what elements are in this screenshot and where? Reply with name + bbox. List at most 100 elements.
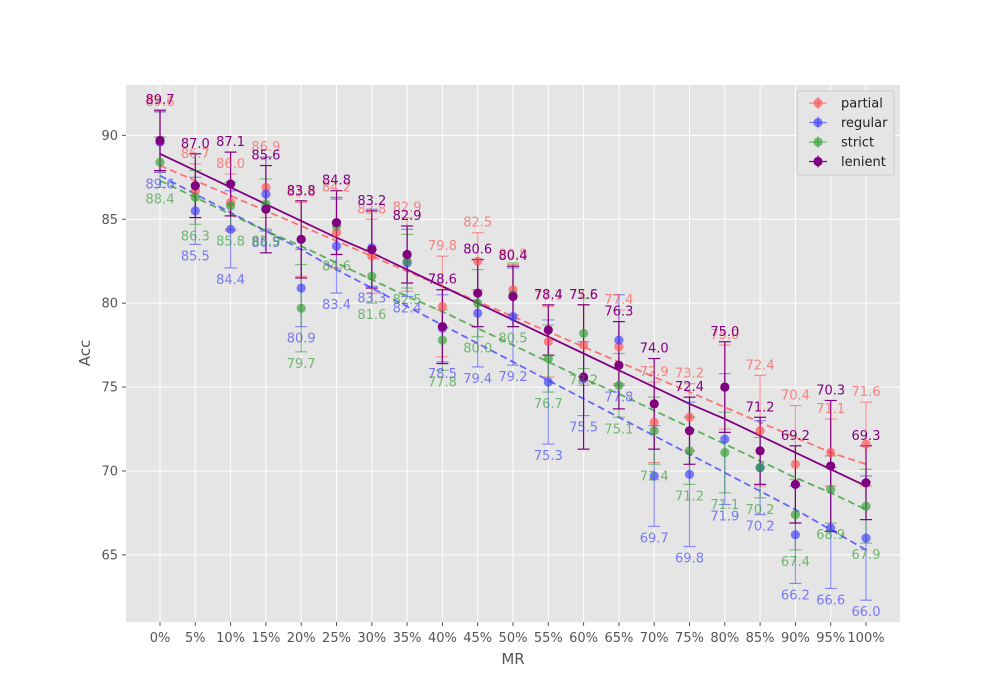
partial-data-label: 86.7 — [181, 147, 210, 162]
partial-point — [684, 412, 695, 422]
partial-point — [614, 342, 624, 352]
regular-point — [614, 335, 624, 345]
regular-data-label: 78.5 — [428, 367, 457, 382]
lenient-point — [296, 234, 306, 244]
x-tick-label: 55% — [534, 631, 563, 646]
regular-data-label: 75.5 — [569, 421, 598, 436]
lenient-data-label: 75.6 — [569, 288, 598, 303]
lenient-data-label: 72.4 — [675, 380, 704, 395]
partial-point — [649, 417, 659, 427]
lenient-point — [720, 382, 730, 392]
regular-point — [226, 224, 236, 234]
legend: partial regular strict lenient — [796, 90, 895, 176]
partial-data-label: 80.8 — [499, 248, 528, 263]
strict-point — [402, 256, 412, 266]
regular-legend-label: regular — [841, 116, 888, 131]
regular-legend-marker — [813, 117, 823, 128]
lenient-data-label: 82.9 — [393, 209, 422, 224]
partial-data-label: 83.8 — [287, 185, 316, 200]
regular-data-label: 84.4 — [216, 273, 245, 288]
partial-data-label: 82.5 — [463, 216, 492, 231]
strict-point — [437, 335, 447, 345]
strict-point — [790, 509, 801, 520]
strict-data-label: 77.8 — [428, 375, 457, 390]
strict-data-label: 67.9 — [852, 548, 881, 563]
x-tick-label: 0% — [150, 631, 171, 646]
y-axis-label: Acc — [76, 340, 94, 367]
regular-point — [296, 283, 306, 293]
lenient-data-label: 75.0 — [710, 325, 739, 340]
strict-data-label: 81.6 — [357, 308, 386, 323]
lenient-data-label: 70.3 — [816, 383, 845, 398]
strict-data-label: 71.2 — [675, 489, 704, 504]
regular-data-label: 75.3 — [534, 449, 563, 464]
strict-point — [720, 447, 730, 458]
lenient-data-label: 89.7 — [146, 93, 175, 108]
partial-point — [755, 426, 765, 436]
strict-point — [614, 380, 624, 390]
regular-data-label: 69.8 — [675, 551, 704, 566]
regular-point — [543, 377, 553, 387]
lenient-point — [755, 446, 765, 456]
x-tick-label: 100% — [847, 631, 884, 646]
x-tick-label: 95% — [816, 631, 845, 646]
regular-point — [861, 533, 871, 543]
x-tick-label: 60% — [569, 631, 598, 646]
lenient-point — [790, 479, 801, 489]
partial-data-label: 77.5 — [569, 288, 598, 303]
strict-data-label: 70.2 — [746, 503, 775, 518]
partial-data-label: 82.8 — [357, 202, 386, 217]
lenient-point — [543, 325, 553, 335]
strict-data-label: 68.9 — [816, 528, 845, 543]
lenient-legend-marker — [813, 156, 823, 167]
strict-data-label: 75.1 — [604, 422, 633, 437]
regular-data-label: 79.2 — [499, 370, 528, 385]
regular-data-label: 83.4 — [322, 298, 351, 313]
lenient-data-label: 78.4 — [534, 288, 563, 303]
lenient-data-label: 84.8 — [322, 174, 351, 189]
partial-point — [437, 301, 447, 312]
regular-point — [720, 434, 730, 444]
lenient-point — [684, 426, 695, 436]
strict-point — [190, 192, 200, 203]
x-tick-label: 20% — [287, 631, 316, 646]
lenient-data-label: 74.0 — [640, 342, 669, 357]
partial-legend-label: partial — [841, 97, 883, 112]
strict-legend-label: strict — [841, 136, 874, 151]
strict-point — [684, 446, 695, 456]
y-tick-label: 70 — [101, 464, 118, 479]
partial-data-label: 86.0 — [216, 157, 245, 172]
strict-data-label: 67.4 — [781, 555, 810, 570]
partial-point — [367, 251, 377, 261]
strict-legend-marker — [813, 137, 823, 147]
strict-point — [155, 157, 165, 167]
partial-point — [261, 182, 271, 192]
x-axis-label: MR — [501, 650, 524, 668]
strict-data-label: 85.8 — [216, 234, 245, 249]
strict-point — [861, 501, 871, 511]
y-tick-label: 75 — [101, 381, 118, 396]
regular-data-label: 70.2 — [746, 520, 775, 535]
lenient-data-label: 69.2 — [781, 429, 810, 444]
strict-point — [473, 298, 483, 308]
partial-point — [861, 439, 871, 449]
lenient-data-label: 87.0 — [181, 137, 210, 152]
regular-point — [190, 206, 200, 216]
lenient-data-label: 85.6 — [251, 149, 280, 164]
x-tick-label: 10% — [216, 631, 245, 646]
x-tick-label: 5% — [185, 631, 206, 646]
strict-point — [296, 303, 306, 313]
strict-data-label: 85.9 — [251, 234, 280, 249]
x-tick-label: 25% — [322, 631, 351, 646]
partial-point — [826, 447, 836, 458]
partial-point — [331, 228, 342, 238]
partial-trend-line — [159, 164, 867, 466]
legend-box — [796, 90, 895, 176]
x-tick-label: 35% — [393, 631, 422, 646]
regular-data-label: 71.9 — [710, 510, 739, 525]
regular-data-label: 82.4 — [393, 301, 422, 316]
x-tick-labels: 0% 5% 10% 15% 20% 25% 30% 35% 40% 45% 50% 55% 60% 65%… — [150, 622, 885, 646]
regular-point — [649, 471, 659, 481]
regular-point — [684, 469, 695, 479]
